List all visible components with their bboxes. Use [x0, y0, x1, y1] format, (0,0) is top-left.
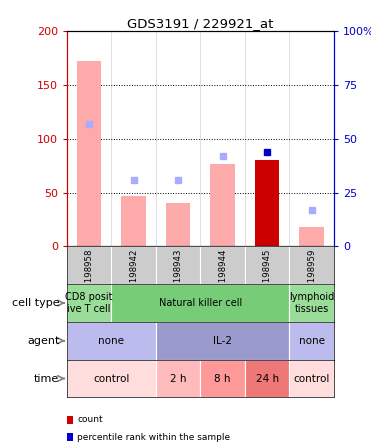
- Text: lymphoid
tissues: lymphoid tissues: [289, 292, 334, 314]
- Text: 24 h: 24 h: [256, 373, 279, 384]
- Bar: [289, 322, 334, 360]
- Bar: [77, 61, 101, 246]
- Title: GDS3191 / 229921_at: GDS3191 / 229921_at: [127, 17, 273, 30]
- Bar: [245, 246, 289, 284]
- Text: GSM198958: GSM198958: [85, 248, 93, 301]
- Bar: [67, 360, 156, 397]
- Bar: [200, 360, 245, 397]
- Text: control: control: [93, 373, 129, 384]
- Bar: [200, 246, 245, 284]
- Text: GSM198945: GSM198945: [263, 248, 272, 301]
- Bar: [156, 360, 200, 397]
- Bar: [210, 163, 235, 246]
- Bar: [67, 322, 156, 360]
- Text: 8 h: 8 h: [214, 373, 231, 384]
- Text: Natural killer cell: Natural killer cell: [159, 298, 242, 308]
- Bar: [255, 160, 279, 246]
- Text: GSM198943: GSM198943: [174, 248, 183, 301]
- Bar: [67, 246, 111, 284]
- Text: 2 h: 2 h: [170, 373, 186, 384]
- Bar: [156, 322, 289, 360]
- Text: GSM198942: GSM198942: [129, 248, 138, 301]
- Text: none: none: [98, 336, 124, 346]
- Bar: [245, 360, 289, 397]
- Bar: [289, 246, 334, 284]
- Text: agent: agent: [27, 336, 59, 346]
- Text: GSM198944: GSM198944: [218, 248, 227, 301]
- Text: GSM198959: GSM198959: [307, 248, 316, 301]
- Text: IL-2: IL-2: [213, 336, 232, 346]
- Bar: [166, 203, 190, 246]
- Text: control: control: [293, 373, 330, 384]
- Bar: [289, 284, 334, 322]
- Text: count: count: [77, 415, 103, 424]
- Bar: [67, 284, 111, 322]
- Text: CD8 posit
ive T cell: CD8 posit ive T cell: [65, 292, 113, 314]
- Text: time: time: [34, 373, 59, 384]
- Bar: [111, 284, 289, 322]
- Bar: [121, 196, 146, 246]
- Text: percentile rank within the sample: percentile rank within the sample: [77, 433, 230, 442]
- Bar: [299, 227, 324, 246]
- Bar: [111, 246, 156, 284]
- Text: none: none: [299, 336, 325, 346]
- Bar: [289, 360, 334, 397]
- Bar: [156, 246, 200, 284]
- Text: cell type: cell type: [12, 298, 59, 308]
